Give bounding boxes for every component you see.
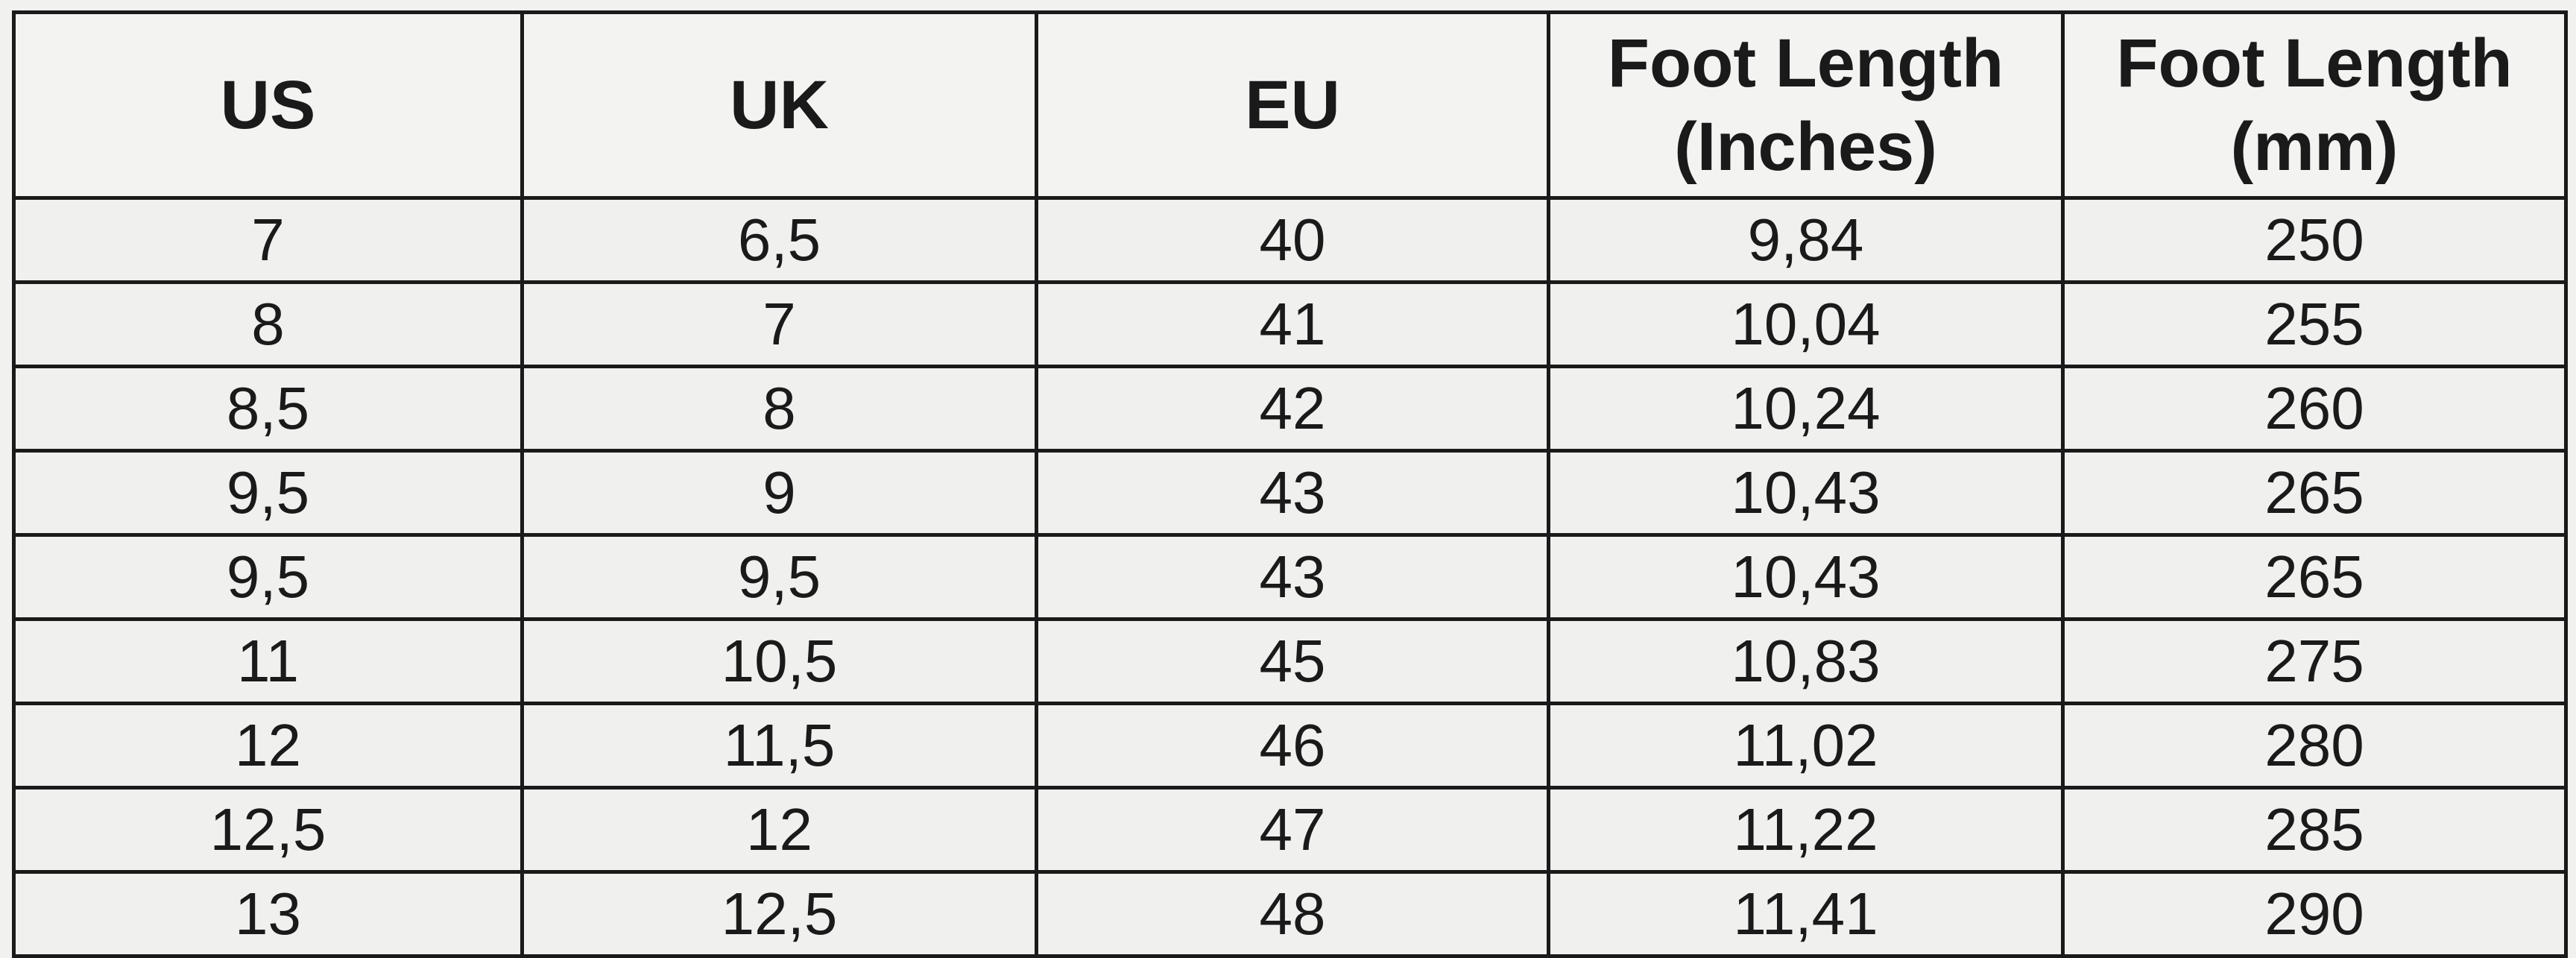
cell-uk: 12,5 [520,870,1038,958]
cell-uk: 8 [520,365,1038,453]
cell-foot-length-inches: 10,43 [1547,533,2065,621]
table-row: 11 10,5 45 10,83 275 [12,617,2568,705]
cell-foot-length-mm: 290 [2061,870,2568,958]
cell-us: 9,5 [12,449,524,537]
header-eu: EU [1035,10,1550,200]
cell-us: 8,5 [12,365,524,453]
cell-uk: 9 [520,449,1038,537]
cell-foot-length-mm: 265 [2061,533,2568,621]
cell-foot-length-inches: 10,83 [1547,617,2065,705]
shoe-size-table: US UK EU Foot Length (Inches) Foot Lengt… [12,10,2568,958]
cell-us: 11 [12,617,524,705]
cell-foot-length-mm: 280 [2061,702,2568,790]
cell-uk: 9,5 [520,533,1038,621]
cell-us: 7 [12,196,524,284]
table-row: 7 6,5 40 9,84 250 [12,196,2568,284]
cell-uk: 6,5 [520,196,1038,284]
header-foot-length-inches: Foot Length (Inches) [1547,10,2065,200]
cell-foot-length-inches: 9,84 [1547,196,2065,284]
cell-foot-length-inches: 10,04 [1547,280,2065,368]
cell-foot-length-inches: 11,02 [1547,702,2065,790]
cell-us: 8 [12,280,524,368]
table-row: 9,5 9,5 43 10,43 265 [12,533,2568,621]
cell-foot-length-mm: 275 [2061,617,2568,705]
cell-eu: 47 [1035,786,1550,874]
header-foot-length-mm: Foot Length (mm) [2061,10,2568,200]
table-row: 9,5 9 43 10,43 265 [12,449,2568,537]
header-us: US [12,10,524,200]
table-row: 13 12,5 48 11,41 290 [12,870,2568,958]
cell-uk: 10,5 [520,617,1038,705]
header-row: US UK EU Foot Length (Inches) Foot Lengt… [12,10,2568,200]
cell-foot-length-inches: 11,41 [1547,870,2065,958]
table-row: 8 7 41 10,04 255 [12,280,2568,368]
cell-us: 13 [12,870,524,958]
cell-eu: 43 [1035,449,1550,537]
cell-us: 12 [12,702,524,790]
cell-eu: 43 [1035,533,1550,621]
cell-foot-length-mm: 285 [2061,786,2568,874]
cell-foot-length-inches: 10,24 [1547,365,2065,453]
cell-eu: 48 [1035,870,1550,958]
cell-foot-length-mm: 250 [2061,196,2568,284]
cell-us: 12,5 [12,786,524,874]
cell-eu: 46 [1035,702,1550,790]
cell-eu: 40 [1035,196,1550,284]
cell-uk: 12 [520,786,1038,874]
cell-foot-length-mm: 255 [2061,280,2568,368]
cell-foot-length-inches: 10,43 [1547,449,2065,537]
cell-eu: 42 [1035,365,1550,453]
cell-foot-length-mm: 260 [2061,365,2568,453]
cell-uk: 11,5 [520,702,1038,790]
table-row: 12 11,5 46 11,02 280 [12,702,2568,790]
cell-foot-length-mm: 265 [2061,449,2568,537]
table-row: 12,5 12 47 11,22 285 [12,786,2568,874]
cell-foot-length-inches: 11,22 [1547,786,2065,874]
cell-uk: 7 [520,280,1038,368]
table-row: 8,5 8 42 10,24 260 [12,365,2568,453]
cell-eu: 45 [1035,617,1550,705]
cell-eu: 41 [1035,280,1550,368]
cell-us: 9,5 [12,533,524,621]
header-uk: UK [520,10,1038,200]
